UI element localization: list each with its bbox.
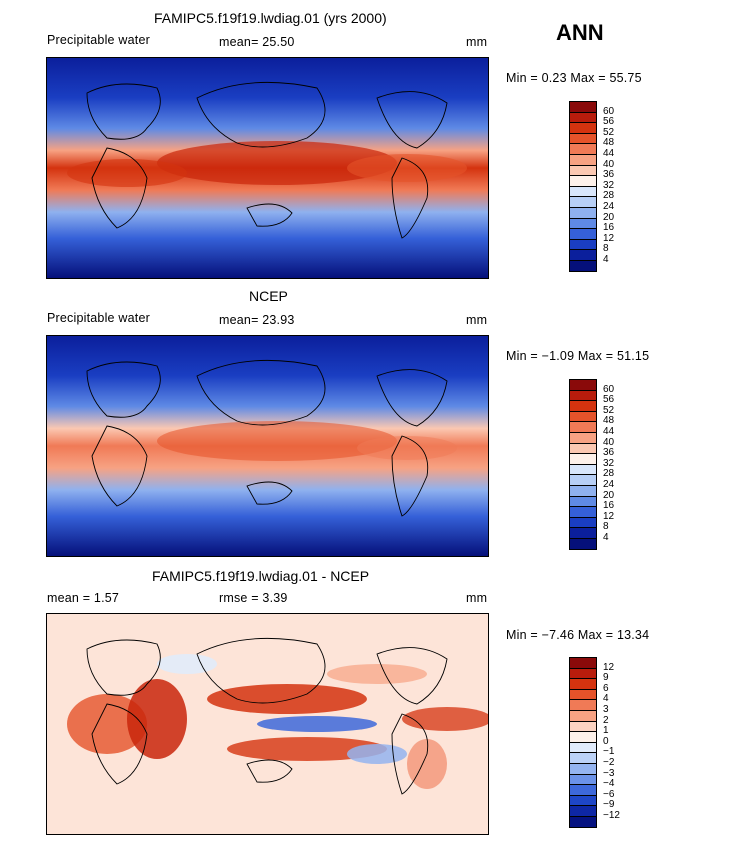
panel1-map (46, 57, 489, 279)
colorbar-tick-label: 16 (603, 222, 615, 234)
colorbar-tick-label: −1 (603, 746, 615, 758)
colorbar-tick-label: 28 (603, 190, 615, 202)
colorbar-tick-label: 60 (603, 383, 615, 395)
panel2-colorbar: 60 56 52 48 44 40 36 32 28 24 20 16 12 8 4 (569, 379, 614, 550)
colorbar-tick-label: −9 (603, 799, 615, 811)
colorbar-tick-label: −3 (603, 767, 615, 779)
colorbar-tick-label: −6 (603, 788, 615, 800)
colorbar-tick-label: 8 (603, 521, 609, 533)
colorbar-tick-label: 56 (603, 394, 615, 406)
panel1-colorbar: 60 56 52 48 44 40 36 32 28 24 20 16 12 8 4 (569, 101, 614, 272)
colorbar-tick-label: 6 (603, 682, 609, 694)
panel3-colorbar: 12 9 6 4 3 2 1 0 −1 −2 −3 −4 −6 −9 −12 (569, 657, 620, 828)
colorbar-tick-label: 9 (603, 672, 609, 684)
colorbar-swatch (569, 538, 597, 550)
colorbar-swatch (569, 816, 597, 828)
panel3-minmax: Min = −7.46 Max = 13.34 (506, 628, 650, 642)
panel1-mean: mean= 25.50 (219, 35, 295, 49)
panel2-variable-label: Precipitable water (47, 311, 150, 325)
panel1-title: FAMIPC5.f19f19.lwdiag.01 (yrs 2000) (154, 10, 387, 26)
colorbar-tick-label: −12 (603, 810, 620, 821)
panel2-title: NCEP (249, 288, 288, 304)
panel3-unit: mm (466, 591, 488, 605)
colorbar-tick-label: 44 (603, 148, 615, 159)
colorbar-tick-label: 36 (603, 447, 615, 459)
panel3-map-field (47, 614, 488, 834)
colorbar-tick-label: 12 (603, 510, 615, 522)
colorbar-tick-label: 52 (603, 404, 615, 416)
colorbar-tick-label: 56 (603, 116, 615, 128)
colorbar-swatch (569, 260, 597, 272)
colorbar-tick-label: 4 (603, 532, 609, 543)
colorbar-tick-label: 2 (603, 714, 609, 726)
panel2-mean: mean= 23.93 (219, 313, 295, 327)
colorbar-tick-label: 52 (603, 126, 615, 138)
colorbar-tick-label: −2 (603, 757, 615, 768)
panel3-title: FAMIPC5.f19f19.lwdiag.01 - NCEP (152, 568, 370, 584)
panel1-unit: mm (466, 35, 488, 49)
colorbar-tick-label: 60 (603, 105, 615, 117)
colorbar-tick-label: 36 (603, 169, 615, 181)
colorbar-tick-label: 48 (603, 415, 615, 427)
panel1-minmax: Min = 0.23 Max = 55.75 (506, 71, 642, 85)
panel1-map-field (47, 58, 488, 278)
colorbar-tick-label: 32 (603, 179, 615, 191)
panel2-map (46, 335, 489, 557)
colorbar-tick-label: 32 (603, 457, 615, 469)
panel2-minmax: Min = −1.09 Max = 51.15 (506, 349, 650, 363)
colorbar-tick-label: 44 (603, 426, 615, 437)
panel2-map-field (47, 336, 488, 556)
colorbar-tick-label: −4 (603, 778, 615, 790)
colorbar-tick-label: 4 (603, 693, 609, 705)
panel3-rmse: rmse = 3.39 (219, 591, 288, 605)
colorbar-tick-label: 48 (603, 137, 615, 149)
colorbar-tick-label: 16 (603, 500, 615, 512)
panel1-variable-label: Precipitable water (47, 33, 150, 47)
colorbar-tick-label: 24 (603, 201, 615, 212)
panel1-coastlines (86, 81, 448, 239)
colorbar-tick-label: 12 (603, 232, 615, 244)
colorbar-tick-label: 40 (603, 436, 615, 448)
colorbar-tick-label: 40 (603, 158, 615, 170)
colorbar-tick-label: 28 (603, 468, 615, 480)
colorbar-tick-label: 8 (603, 243, 609, 255)
panel2-unit: mm (466, 313, 488, 327)
panel2-coastlines (86, 359, 448, 517)
colorbar-tick-label: 20 (603, 211, 615, 223)
colorbar-tick-label: 20 (603, 489, 615, 501)
panel3-mean: mean = 1.57 (47, 591, 120, 605)
colorbar-tick-label: 0 (603, 735, 609, 747)
colorbar-tick-label: 4 (603, 254, 609, 265)
colorbar-tick-label: 1 (603, 725, 609, 737)
colorbar-tick-label: 3 (603, 704, 609, 715)
season-label: ANN (556, 20, 604, 45)
colorbar-tick-label: 12 (603, 661, 615, 673)
panel3-coastlines (86, 637, 448, 795)
colorbar-tick-label: 24 (603, 479, 615, 490)
panel3-map (46, 613, 489, 835)
